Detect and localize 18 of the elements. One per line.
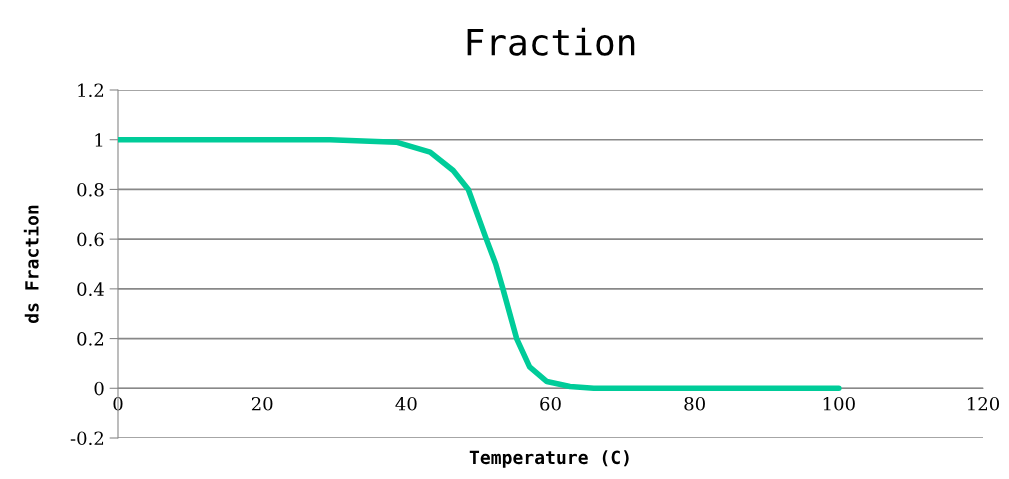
y-tick-label: 0.8	[77, 182, 104, 197]
x-tick-label: 40	[395, 396, 417, 411]
y-tick-label: 0.6	[77, 232, 104, 247]
x-tick-label: 120	[967, 396, 1000, 411]
x-tick-label: 100	[823, 396, 855, 411]
chart-title: Fraction	[467, 27, 635, 56]
y-tick-label: -0.2	[70, 431, 104, 446]
y-tick-label: 0	[94, 381, 104, 396]
y-axis-title: ds Fraction	[23, 205, 39, 323]
x-tick-label: 0	[113, 396, 123, 411]
x-tick-label: 20	[251, 396, 273, 411]
x-tick-label: 80	[684, 396, 705, 411]
y-tick-label: 1	[95, 133, 103, 147]
x-axis-title: Temperature (C)	[469, 450, 629, 468]
y-tick-label: 0.4	[77, 282, 104, 296]
y-tick-label: 1.2	[78, 83, 104, 98]
y-tick-label: 0.2	[77, 332, 104, 346]
x-tick-label: 60	[540, 396, 561, 411]
